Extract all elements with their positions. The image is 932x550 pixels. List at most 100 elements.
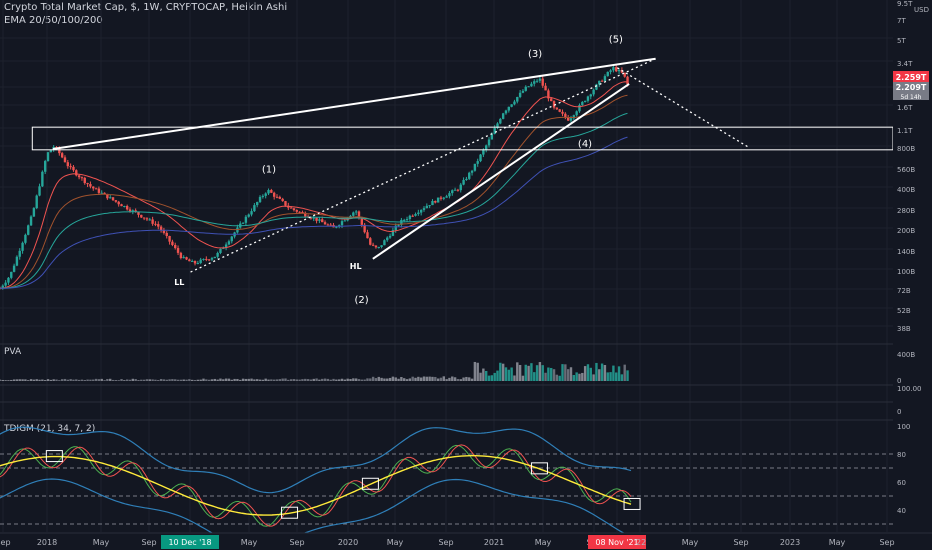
volume-bar — [493, 372, 496, 381]
candle-body — [583, 100, 587, 103]
volume-bar — [55, 379, 58, 381]
candle-body — [501, 113, 505, 119]
candle-body — [490, 134, 494, 140]
price-tick-label: 5T — [897, 37, 906, 45]
volume-bar — [371, 376, 375, 381]
volume-bar — [46, 379, 50, 381]
volume-bar — [165, 379, 168, 381]
volume-bar — [442, 376, 445, 381]
candle-body — [470, 170, 474, 173]
osc-upper-band — [0, 426, 632, 494]
candle-body — [157, 224, 160, 227]
candle-body — [315, 217, 318, 221]
volume-bar — [205, 379, 208, 381]
projection-line — [617, 67, 750, 149]
volume-bar — [171, 379, 174, 381]
ema-legend[interactable]: EMA 20/50/100/200 — [4, 15, 103, 26]
volume-bar — [513, 375, 516, 381]
time-tick-label: 2023 — [780, 538, 800, 547]
candle-body — [12, 265, 16, 272]
volume-bar — [417, 376, 420, 381]
candle-body — [114, 200, 118, 202]
price-tick-label: 1.1T — [897, 127, 913, 135]
volume-bar — [159, 378, 163, 381]
upper-trendline — [52, 57, 656, 151]
volume-bar — [609, 372, 612, 381]
volume-bar — [125, 379, 129, 381]
candle-body — [46, 152, 50, 162]
volume-bar — [335, 379, 338, 381]
ema50-line — [0, 94, 628, 289]
volume-bar — [258, 379, 262, 381]
candle-body — [199, 259, 202, 263]
candle-body — [312, 217, 315, 219]
candle-body — [499, 118, 502, 124]
time-axis-bg — [0, 533, 932, 550]
ema100-line — [0, 112, 628, 289]
last-price-badge — [893, 71, 929, 82]
tdigm-pane-label[interactable]: TDIGM (21, 34, 7, 2) — [4, 424, 96, 434]
candle-body — [216, 252, 219, 257]
candle-body — [555, 107, 559, 110]
volume-bar — [321, 378, 324, 381]
candle-body — [159, 226, 163, 231]
trend-drawings[interactable] — [31, 57, 894, 273]
candle-body — [595, 84, 598, 90]
candle-body — [456, 189, 460, 191]
volume-bar — [349, 379, 352, 381]
candle-body — [60, 153, 64, 158]
volume-bar — [391, 376, 395, 381]
candle-body — [434, 200, 437, 203]
volume-bar — [434, 376, 437, 381]
volume-bar — [196, 379, 200, 381]
price-tick-label: 140B — [897, 248, 915, 256]
time-tick-label: 2018 — [37, 538, 57, 547]
volume-bar — [92, 379, 95, 381]
volume-bar — [35, 379, 38, 381]
volume-bar — [154, 379, 157, 381]
volume-bar — [222, 379, 225, 381]
candle-body — [482, 149, 485, 155]
volume-bar — [547, 367, 550, 381]
volume-bar — [145, 379, 149, 381]
candle-body — [586, 96, 590, 101]
volume-bar — [72, 379, 75, 381]
volume-bar — [77, 379, 81, 381]
candle-body — [318, 219, 321, 221]
time-tick-label: May — [387, 538, 404, 547]
candle-body — [207, 259, 211, 261]
candle-body — [182, 257, 185, 259]
volume-bar — [109, 378, 112, 381]
candle-body — [142, 217, 146, 219]
candle-body — [77, 175, 81, 178]
time-axis[interactable]: Sep 2018 May Sep 10 Dec '18 May Sep 2020 May Sep 2… — [0, 532, 932, 550]
candle-body — [94, 188, 98, 190]
candle-body — [354, 211, 358, 213]
volume-bar — [617, 366, 621, 381]
candle-body — [468, 172, 471, 179]
candle-body — [496, 123, 499, 129]
wave-label: (1) — [262, 164, 276, 175]
volume-bar — [507, 369, 511, 381]
volume-bar — [558, 375, 561, 381]
volume-bar — [561, 364, 564, 381]
volume-bar — [456, 378, 460, 381]
time-tick-label: Sep — [733, 538, 748, 547]
pva-pane-label[interactable]: PVA — [4, 347, 22, 357]
candle-body — [524, 86, 527, 91]
candle-body — [270, 190, 273, 193]
volume-bar — [0, 379, 2, 381]
candle-body — [493, 128, 496, 135]
volume-bar — [468, 377, 471, 381]
volume-bar — [482, 368, 485, 381]
volume-bar — [535, 365, 539, 381]
candle-body — [615, 67, 618, 72]
candle-body — [436, 197, 440, 203]
candle-body — [168, 235, 171, 242]
candle-body — [527, 86, 530, 88]
candle-body — [185, 257, 188, 260]
candle-body — [134, 210, 137, 212]
volume-bar — [27, 380, 30, 381]
